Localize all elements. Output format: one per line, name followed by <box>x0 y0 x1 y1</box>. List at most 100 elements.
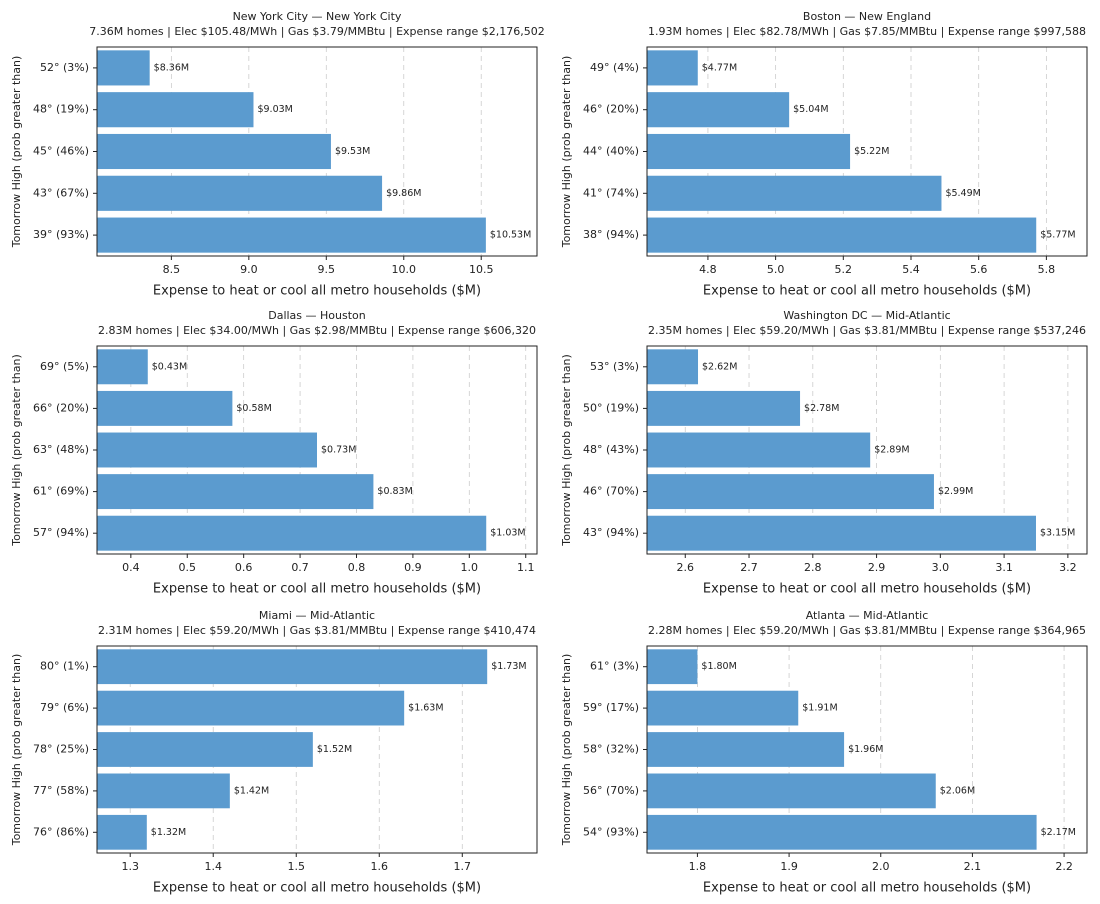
x-tick-label: 2.1 <box>964 860 982 873</box>
x-axis-label: Expense to heat or cool all metro househ… <box>153 881 481 896</box>
y-tick-label: 79° (6%) <box>40 701 89 714</box>
y-tick-label: 45° (46%) <box>33 145 89 158</box>
value-label: $1.03M <box>490 528 525 539</box>
bar <box>97 92 254 128</box>
x-axis-label: Expense to heat or cool all metro househ… <box>703 881 1031 896</box>
value-label: $5.22M <box>854 146 889 157</box>
y-tick-label: 61° (69%) <box>33 485 89 498</box>
bar <box>97 390 233 426</box>
value-label: $1.32M <box>151 827 186 838</box>
value-label: $1.63M <box>408 703 443 714</box>
x-tick-label: 4.8 <box>699 263 717 276</box>
value-label: $1.52M <box>317 744 352 755</box>
y-axis-label: Tomorrow High (prob greater than) <box>560 654 573 847</box>
chart-title: New York City — New York City <box>233 10 402 23</box>
y-axis-label: Tomorrow High (prob greater than) <box>560 354 573 547</box>
value-label: $5.04M <box>793 104 828 115</box>
bar <box>97 732 313 767</box>
bar <box>97 649 488 685</box>
x-axis-label: Expense to heat or cool all metro househ… <box>703 582 1031 597</box>
value-label: $1.80M <box>701 661 736 672</box>
bar <box>647 474 934 510</box>
value-label: $4.77M <box>702 62 737 73</box>
bar <box>647 349 699 385</box>
bar <box>647 50 698 86</box>
y-tick-label: 43° (94%) <box>583 526 639 539</box>
x-tick-label: 0.7 <box>291 561 309 574</box>
y-tick-label: 56° (70%) <box>583 784 639 797</box>
y-tick-label: 50° (19%) <box>583 401 639 414</box>
y-tick-label: 52° (3%) <box>40 61 89 74</box>
x-tick-label: 0.4 <box>122 561 140 574</box>
value-label: $2.89M <box>874 445 909 456</box>
y-tick-label: 57° (94%) <box>33 526 89 539</box>
y-tick-label: 46° (20%) <box>583 103 639 116</box>
bar <box>97 432 317 468</box>
y-tick-label: 49° (4%) <box>590 61 639 74</box>
bar <box>97 773 230 809</box>
x-tick-label: 1.1 <box>517 561 535 574</box>
y-tick-label: 59° (17%) <box>583 701 639 714</box>
y-axis-label: Tomorrow High (prob greater than) <box>10 354 23 547</box>
plot-frame <box>96 345 538 555</box>
x-axis-label: Expense to heat or cool all metro househ… <box>153 582 481 597</box>
x-tick-label: 1.9 <box>780 860 798 873</box>
bar <box>647 773 936 809</box>
value-label: $1.42M <box>234 785 269 796</box>
bar <box>647 515 1036 551</box>
x-tick-label: 10.0 <box>392 263 417 276</box>
chart-subtitle: 2.28M homes | Elec $59.20/MWh | Gas $3.8… <box>648 624 1086 637</box>
y-tick-label: 63° (48%) <box>33 443 89 456</box>
plot-frame <box>96 645 538 854</box>
plot-frame <box>646 645 1088 854</box>
chart-subtitle: 2.35M homes | Elec $59.20/MWh | Gas $3.8… <box>648 324 1086 337</box>
y-tick-label: 38° (94%) <box>583 228 639 241</box>
value-label: $5.49M <box>945 188 980 199</box>
value-label: $2.62M <box>702 361 737 372</box>
y-axis-label: Tomorrow High (prob greater than) <box>560 56 573 249</box>
x-tick-label: 9.5 <box>318 263 336 276</box>
bar <box>97 349 148 385</box>
value-label: $0.83M <box>377 486 412 497</box>
value-label: $0.73M <box>321 445 356 456</box>
x-axis-label: Expense to heat or cool all metro househ… <box>153 284 481 299</box>
x-tick-label: 0.9 <box>404 561 422 574</box>
plot-frame <box>646 345 1088 555</box>
x-tick-label: 3.0 <box>932 561 950 574</box>
value-label: $1.73M <box>491 661 526 672</box>
plot-frame <box>646 46 1088 257</box>
bar <box>97 175 383 211</box>
x-tick-label: 5.8 <box>1038 263 1056 276</box>
y-tick-label: 48° (19%) <box>33 103 89 116</box>
y-axis-label: Tomorrow High (prob greater than) <box>10 654 23 847</box>
y-tick-label: 69° (5%) <box>40 360 89 373</box>
bar <box>647 649 698 685</box>
x-axis-label: Expense to heat or cool all metro househ… <box>703 284 1031 299</box>
y-tick-label: 41° (74%) <box>583 186 639 199</box>
y-tick-label: 61° (3%) <box>590 660 639 673</box>
y-tick-label: 80° (1%) <box>40 660 89 673</box>
bar <box>97 133 331 170</box>
bar <box>647 217 1037 253</box>
value-label: $9.86M <box>386 188 421 199</box>
chart-subtitle: 2.83M homes | Elec $34.00/MWh | Gas $2.9… <box>98 324 536 337</box>
value-label: $8.36M <box>154 62 189 73</box>
x-tick-label: 2.7 <box>740 561 758 574</box>
bar <box>647 175 942 211</box>
x-tick-label: 1.5 <box>287 860 305 873</box>
y-tick-label: 58° (32%) <box>583 743 639 756</box>
bar <box>647 690 799 726</box>
bar <box>647 133 851 170</box>
bar <box>97 690 405 726</box>
value-label: $3.15M <box>1040 528 1075 539</box>
x-tick-label: 0.8 <box>348 561 366 574</box>
y-tick-label: 66° (20%) <box>33 401 89 414</box>
bar <box>97 515 487 551</box>
value-label: $9.03M <box>257 104 292 115</box>
chart-title: Boston — New England <box>803 10 931 23</box>
value-label: $1.91M <box>802 703 837 714</box>
x-tick-label: 2.6 <box>677 561 695 574</box>
value-label: $0.43M <box>152 361 187 372</box>
x-tick-label: 1.4 <box>204 860 222 873</box>
x-tick-label: 10.5 <box>469 263 494 276</box>
